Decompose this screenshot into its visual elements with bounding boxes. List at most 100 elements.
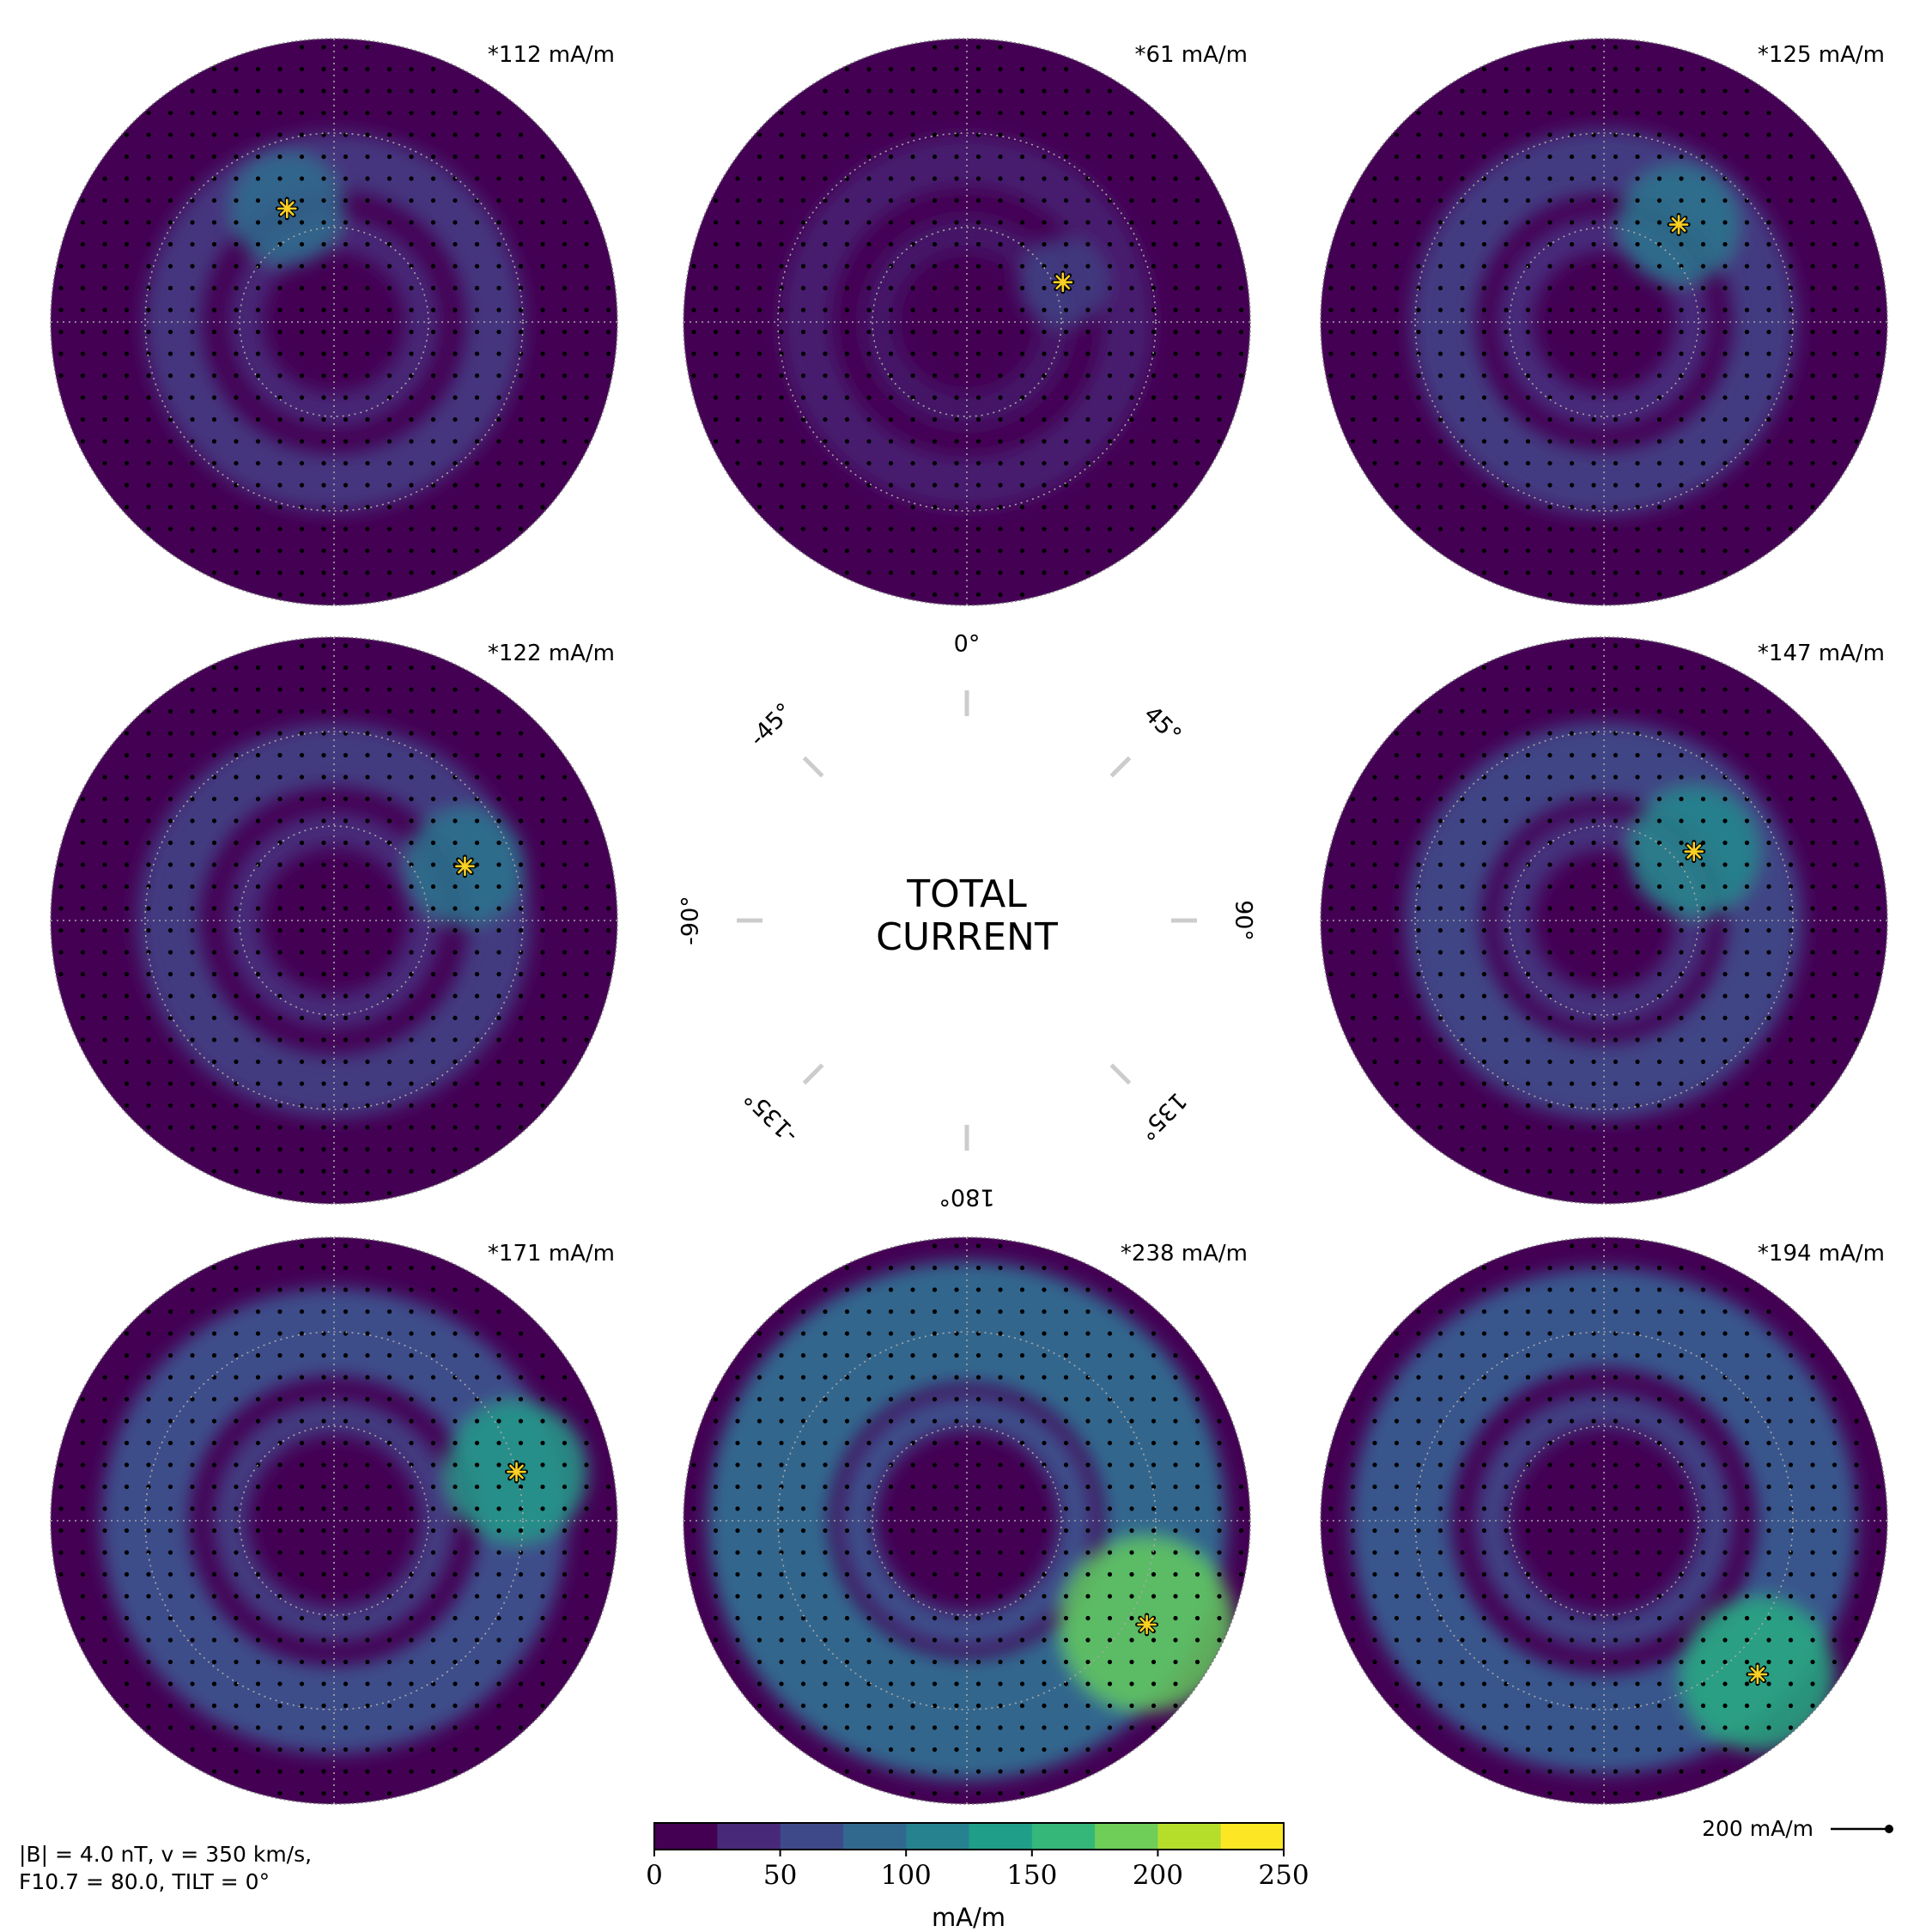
vector-dot	[190, 1352, 195, 1358]
vector-dot	[430, 351, 436, 356]
vector-dot	[1635, 548, 1640, 554]
vector-dot	[1394, 351, 1400, 356]
vector-dot	[124, 1528, 130, 1534]
vector-dot	[1679, 927, 1684, 933]
vector-dot	[1635, 1440, 1640, 1446]
vector-dot	[211, 1440, 217, 1446]
vector-dot	[910, 548, 915, 554]
vector-dot	[584, 1528, 589, 1534]
vector-dot	[409, 775, 414, 780]
vector-dot	[1042, 439, 1047, 444]
vector-dot	[1766, 971, 1771, 977]
vector-dot	[518, 1419, 524, 1424]
vector-dot	[518, 993, 524, 999]
vector-dot	[540, 1659, 545, 1665]
vector-dot	[932, 1419, 938, 1424]
vector-dot	[277, 1484, 283, 1490]
vector-dot	[102, 1571, 107, 1577]
vector-dot	[124, 775, 130, 780]
vector-dot	[1591, 395, 1596, 400]
vector-dot	[146, 906, 151, 911]
vector-dot	[190, 1615, 195, 1621]
vector-dot	[1788, 395, 1794, 400]
vector-dot	[866, 329, 872, 335]
vector-dot	[1350, 1015, 1356, 1021]
vector-dot	[321, 1703, 326, 1709]
vector-dot	[1547, 1352, 1552, 1358]
vector-dot	[888, 1440, 894, 1446]
vector-dot	[844, 285, 850, 291]
vector-dot	[255, 1059, 261, 1065]
vector-dot	[756, 1462, 762, 1467]
vector-dot	[1416, 1659, 1421, 1665]
vector-dot	[58, 971, 64, 977]
vector-dot	[866, 1637, 872, 1643]
vector-dot	[1569, 132, 1575, 137]
vector-dot	[1547, 197, 1552, 204]
vector-dot	[800, 1440, 806, 1446]
vector-dot	[1569, 971, 1575, 977]
vector-dot	[1591, 1287, 1596, 1292]
vector-dot	[888, 351, 894, 356]
vector-dot	[1569, 1462, 1575, 1467]
vector-dot	[1700, 1419, 1706, 1424]
vector-dot	[277, 373, 283, 379]
vector-dot	[1394, 264, 1400, 269]
vector-dot	[1547, 1419, 1552, 1424]
vector-dot	[1722, 1037, 1728, 1042]
vector-dot	[844, 66, 850, 72]
vector-dot	[1547, 1103, 1552, 1109]
vector-dot	[1460, 1331, 1465, 1336]
vector-dot	[1832, 176, 1838, 181]
vector-dot	[932, 1396, 938, 1402]
vector-dot	[1569, 1396, 1575, 1402]
vector-dot	[234, 1146, 239, 1152]
vector-dot	[1832, 395, 1838, 400]
vector-dot	[124, 1059, 130, 1065]
vector-dot	[888, 1352, 894, 1358]
vector-dot	[584, 1506, 589, 1511]
vector-dot	[1460, 1059, 1465, 1065]
vector-dot	[1107, 220, 1113, 225]
vector-dot	[1460, 395, 1465, 400]
vector-dot	[844, 1703, 850, 1709]
vector-dot	[518, 818, 524, 823]
vector-dot	[234, 1769, 239, 1774]
vector-dot	[1810, 971, 1815, 977]
mlat-circle	[872, 227, 1062, 417]
vector-dot	[1394, 950, 1400, 955]
vector-dot	[321, 752, 326, 758]
vector-dot	[1328, 307, 1334, 313]
vector-dot	[343, 1125, 349, 1130]
vector-dot	[409, 1484, 414, 1490]
vector-dot	[932, 329, 938, 335]
vector-dot	[453, 1059, 458, 1065]
vector-dot	[1656, 1265, 1662, 1271]
colorbar-tick-label: 200	[1133, 1860, 1183, 1891]
vector-dot	[562, 1419, 568, 1424]
vector-dot	[540, 1550, 545, 1555]
vector-dot	[211, 504, 217, 510]
vector-dot	[975, 307, 981, 313]
vector-dot	[1656, 395, 1662, 400]
vector-dot	[365, 752, 370, 758]
vector-dot	[167, 1637, 173, 1643]
vector-dot	[1788, 993, 1794, 999]
vector-dot	[1744, 884, 1750, 890]
vector-dot	[1085, 264, 1091, 269]
vector-dot	[124, 307, 130, 313]
vector-dot	[518, 373, 524, 379]
vector-dot	[1194, 1659, 1200, 1665]
dial-label: -90°	[677, 896, 704, 945]
vector-dot	[1613, 1103, 1619, 1109]
vector-dot	[1591, 439, 1596, 444]
vector-dot	[386, 264, 392, 269]
vector-dot	[932, 570, 938, 575]
vector-dot	[562, 439, 568, 444]
vector-dot	[299, 752, 305, 758]
vector-dot	[102, 1396, 107, 1402]
vector-dot	[80, 971, 86, 977]
vector-dot	[1569, 373, 1575, 379]
vector-dot	[299, 840, 305, 846]
vector-dot	[1416, 132, 1421, 137]
